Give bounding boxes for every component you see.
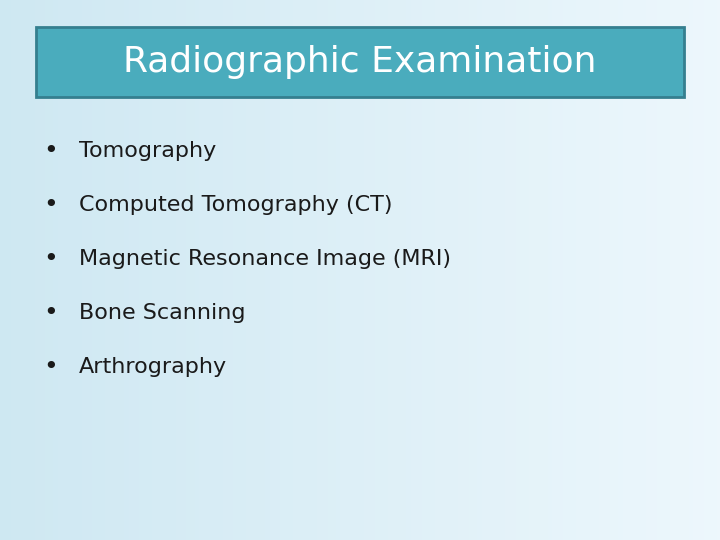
Text: •: • <box>43 193 58 217</box>
Text: Bone Scanning: Bone Scanning <box>79 303 246 323</box>
Text: •: • <box>43 139 58 163</box>
Text: •: • <box>43 247 58 271</box>
Text: Radiographic Examination: Radiographic Examination <box>123 45 597 79</box>
Text: •: • <box>43 355 58 379</box>
Text: Arthrography: Arthrography <box>79 357 228 377</box>
Text: Magnetic Resonance Image (MRI): Magnetic Resonance Image (MRI) <box>79 249 451 269</box>
Text: Computed Tomography (CT): Computed Tomography (CT) <box>79 195 392 215</box>
Text: Tomography: Tomography <box>79 141 217 161</box>
Text: •: • <box>43 301 58 325</box>
FancyBboxPatch shape <box>36 27 684 97</box>
